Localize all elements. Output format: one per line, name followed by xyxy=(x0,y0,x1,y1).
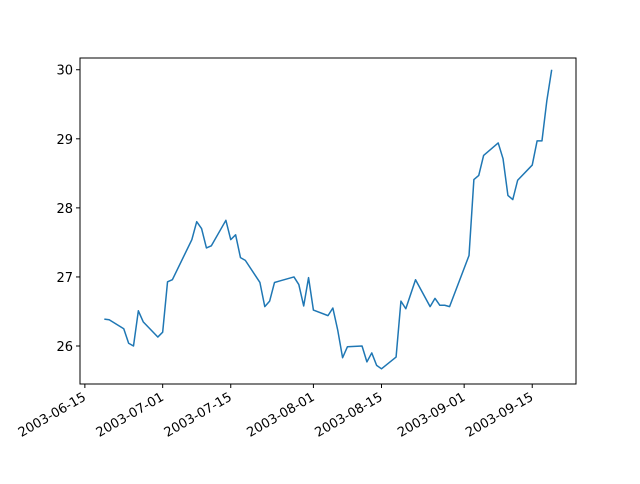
x-tick-label: 2003-09-15 xyxy=(463,390,536,441)
y-tick-label: 29 xyxy=(56,133,73,148)
x-tick-label: 2003-06-15 xyxy=(16,390,89,441)
x-tick-label: 2003-07-15 xyxy=(162,390,235,441)
y-tick-label: 28 xyxy=(56,202,73,217)
y-tick-label: 30 xyxy=(56,64,73,79)
line-series xyxy=(104,69,553,370)
y-tick-label: 27 xyxy=(56,271,73,286)
x-tick-label: 2003-08-01 xyxy=(244,390,317,441)
x-tick-label: 2003-09-01 xyxy=(395,390,468,441)
plot-frame xyxy=(79,57,577,385)
x-tick-label: 2003-08-15 xyxy=(313,390,386,441)
x-tick-label: 2003-07-01 xyxy=(94,390,167,441)
y-tick-label: 26 xyxy=(56,340,73,355)
